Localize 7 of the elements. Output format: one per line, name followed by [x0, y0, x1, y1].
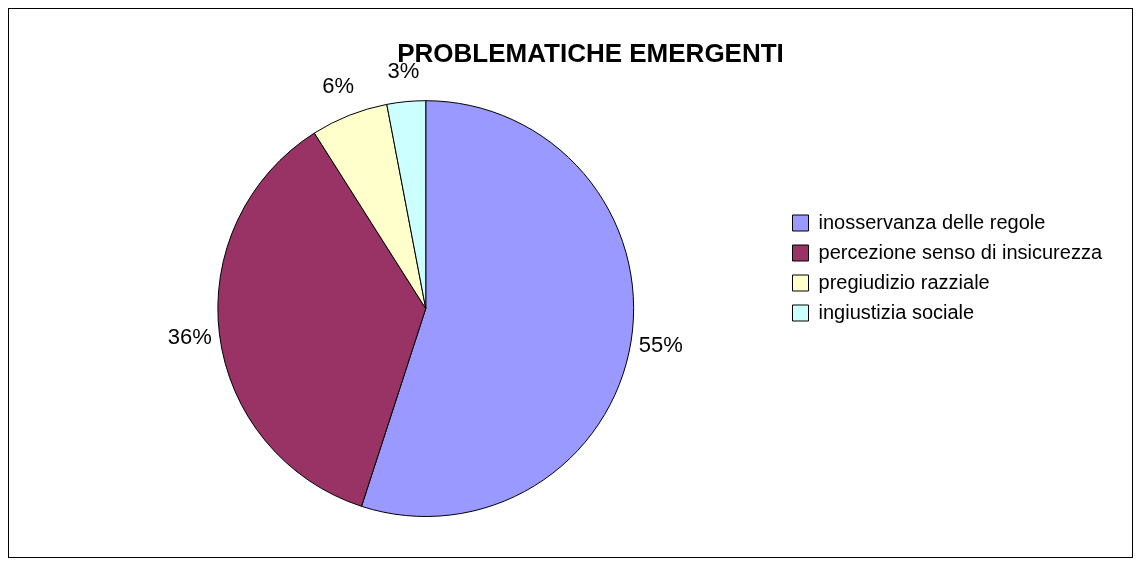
legend-label: pregiudizio razziale [818, 270, 990, 293]
data-label: 6% [322, 73, 355, 99]
legend-label: percezione senso di insicurezza [818, 240, 1103, 263]
data-label: 36% [167, 324, 212, 350]
data-label: 55% [638, 331, 683, 357]
legend-label: inosservanza delle regole [818, 210, 1046, 233]
legend-label: ingiustizia sociale [818, 300, 975, 323]
